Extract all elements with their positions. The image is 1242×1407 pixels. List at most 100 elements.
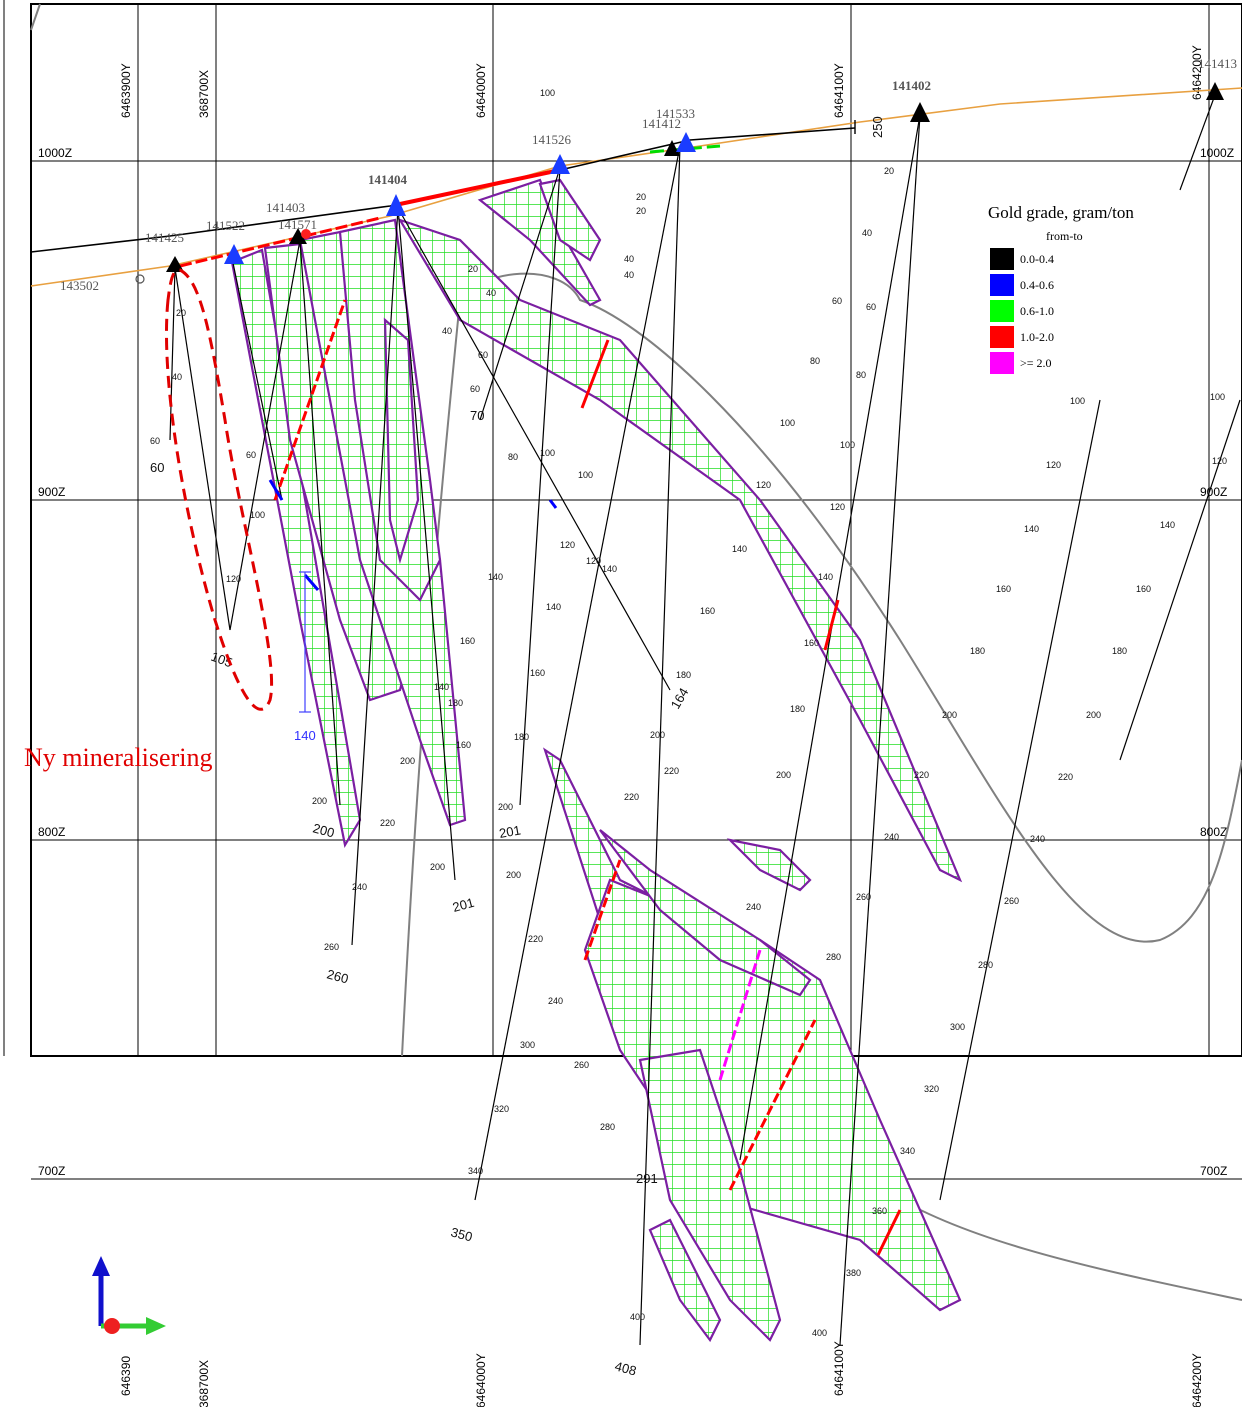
collar-marker [386,194,406,216]
elevation-label: 1000Z [38,146,72,160]
depth-tick: 140 [434,682,449,692]
drillhole-label: 141522 [206,218,245,233]
grid-label-bottom: 646390 [119,1356,133,1396]
depth-tick: 160 [460,636,475,646]
zone-polygon [638,1048,782,1342]
depth-tick: 220 [914,770,929,780]
depth-tick: 100 [1070,396,1085,406]
depth-tick: 280 [978,960,993,970]
collar-marker [224,244,244,264]
hole-end-labels: 60 105 200 201 201 260 70 164 350 291 40… [150,116,885,1378]
depth-tick: 200 [312,796,327,806]
depth-tick: 20 [884,166,894,176]
grid-labels-top: 6463900Y 368700X 6464000Y 6464100Y 64642… [119,45,1204,118]
legend-item: 0.6-1.0 [1020,304,1054,318]
drillhole-trace [1119,399,1241,761]
east-arrow-icon [104,1318,120,1334]
drillhole-labels: 141425 143502 141522 141403 141571 14140… [60,56,1237,293]
depth-tick: 120 [1046,460,1061,470]
legend-swatch [990,326,1014,348]
depth-tick: 140 [1160,520,1175,530]
depth-tick: 40 [624,254,634,264]
depth-tick: 100 [780,418,795,428]
legend-swatch [990,274,1014,296]
drillhole-trace [939,399,1101,1201]
depth-tick: 40 [442,326,452,336]
depth-tick: 100 [1210,392,1225,402]
collar-marker [550,154,570,174]
depth-tick: 60 [866,302,876,312]
depth-tick: 260 [856,892,871,902]
depth-tick: 180 [676,670,691,680]
depth-tick: 20 [636,206,646,216]
depth-tick: 200 [776,770,791,780]
depth-tick: 60 [832,296,842,306]
depth-tick: 100 [578,470,593,480]
depth-tick: 340 [468,1166,483,1176]
depth-tick: 220 [624,792,639,802]
drillhole-trace [397,207,456,881]
depth-tick: 180 [1112,646,1127,656]
drillhole-label: 141413 [1198,56,1237,71]
depth-tick: 80 [856,370,866,380]
drillhole-trace [174,267,231,631]
hole-end-label: 201 [451,895,476,915]
depth-tick: 400 [812,1328,827,1338]
depth-tick: 200 [650,730,665,740]
depth-tick: 220 [1058,772,1073,782]
drillhole-trace [231,257,283,501]
depth-tick: 60 [150,436,160,446]
north-arrow-icon [146,1317,166,1335]
elevation-label: 900Z [1200,485,1227,499]
depth-tick: 60 [246,450,256,460]
drillhole-trace [739,114,921,1161]
depth-tick: 220 [664,766,679,776]
depth-tick: 400 [630,1312,645,1322]
depth-tick: 260 [1004,896,1019,906]
depth-tick: 160 [996,584,1011,594]
depth-tick: 100 [840,440,855,450]
drillhole-label: 141571 [278,217,317,232]
annotation-label: Ny mineralisering [24,743,212,772]
collar-marker [910,102,930,122]
drillhole-trace [639,145,681,1346]
depth-tick: 80 [810,356,820,366]
depth-tick: 40 [172,372,182,382]
depth-tick: 40 [862,228,872,238]
legend-swatch [990,300,1014,322]
depth-tick: 200 [506,870,521,880]
depth-tick: 80 [508,452,518,462]
new-mineralization-outline [165,268,274,711]
depth-tick: 260 [574,1060,589,1070]
legend-item: 0.0-0.4 [1020,252,1054,266]
depth-tick: 100 [540,448,555,458]
depth-tick: 140 [488,572,503,582]
grid-label-top: 6464100Y [832,63,846,118]
legend-item: 1.0-2.0 [1020,330,1054,344]
depth-tick: 40 [624,270,634,280]
depth-tick: 380 [846,1268,861,1278]
drillhole-label: 143502 [60,278,99,293]
drillhole-label: 141533 [656,106,695,121]
depth-tick: 220 [380,818,395,828]
depth-tick: 140 [546,602,561,612]
depth-tick: 160 [804,638,819,648]
legend-item: >= 2.0 [1020,356,1052,370]
topography-line [30,87,1242,287]
depth-tick: 100 [540,88,555,98]
drillhole-trace [1179,94,1216,191]
depth-tick: 120 [226,574,241,584]
depth-tick: 180 [970,646,985,656]
grid-label-bottom: 6464200Y [1190,1353,1204,1407]
drillhole-label: 141526 [532,132,572,147]
depth-tick: 300 [520,1040,535,1050]
grid-label-bottom: 6464000Y [474,1353,488,1407]
depth-tick: 120 [560,540,575,550]
collar-marker [1206,82,1224,100]
drillhole-trace [519,167,561,806]
drillhole-trace [479,167,561,421]
drillhole-label: 141402 [892,78,931,93]
depth-tick: 120 [1212,456,1227,466]
up-arrow-icon [92,1256,110,1276]
depth-tick: 260 [324,942,339,952]
